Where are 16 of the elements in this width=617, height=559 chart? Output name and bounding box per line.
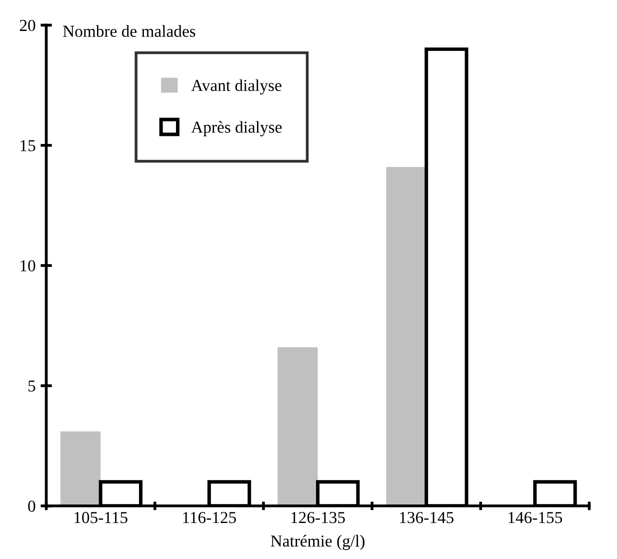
y-axis-title: Nombre de malades: [63, 25, 196, 37]
legend-label: Avant dialyse: [191, 79, 282, 94]
x-tick-label: 146-155: [508, 512, 562, 524]
legend-label: Après dialyse: [191, 121, 282, 136]
bar: [278, 347, 318, 506]
x-tick-label: 136-145: [400, 512, 454, 524]
y-tick-label: 20: [20, 20, 36, 32]
x-axis-title: Natrémie (g/l): [270, 534, 364, 550]
y-tick-label: 15: [20, 140, 36, 152]
x-tick-label: 126-135: [291, 512, 345, 524]
y-tick-label: 10: [20, 260, 36, 272]
y-tick-label: 5: [28, 380, 36, 392]
bar: [60, 431, 101, 506]
x-tick-label: 116-125: [183, 512, 236, 524]
x-tick-label: 105-115: [74, 512, 128, 524]
y-tick-label: 0: [28, 500, 36, 512]
